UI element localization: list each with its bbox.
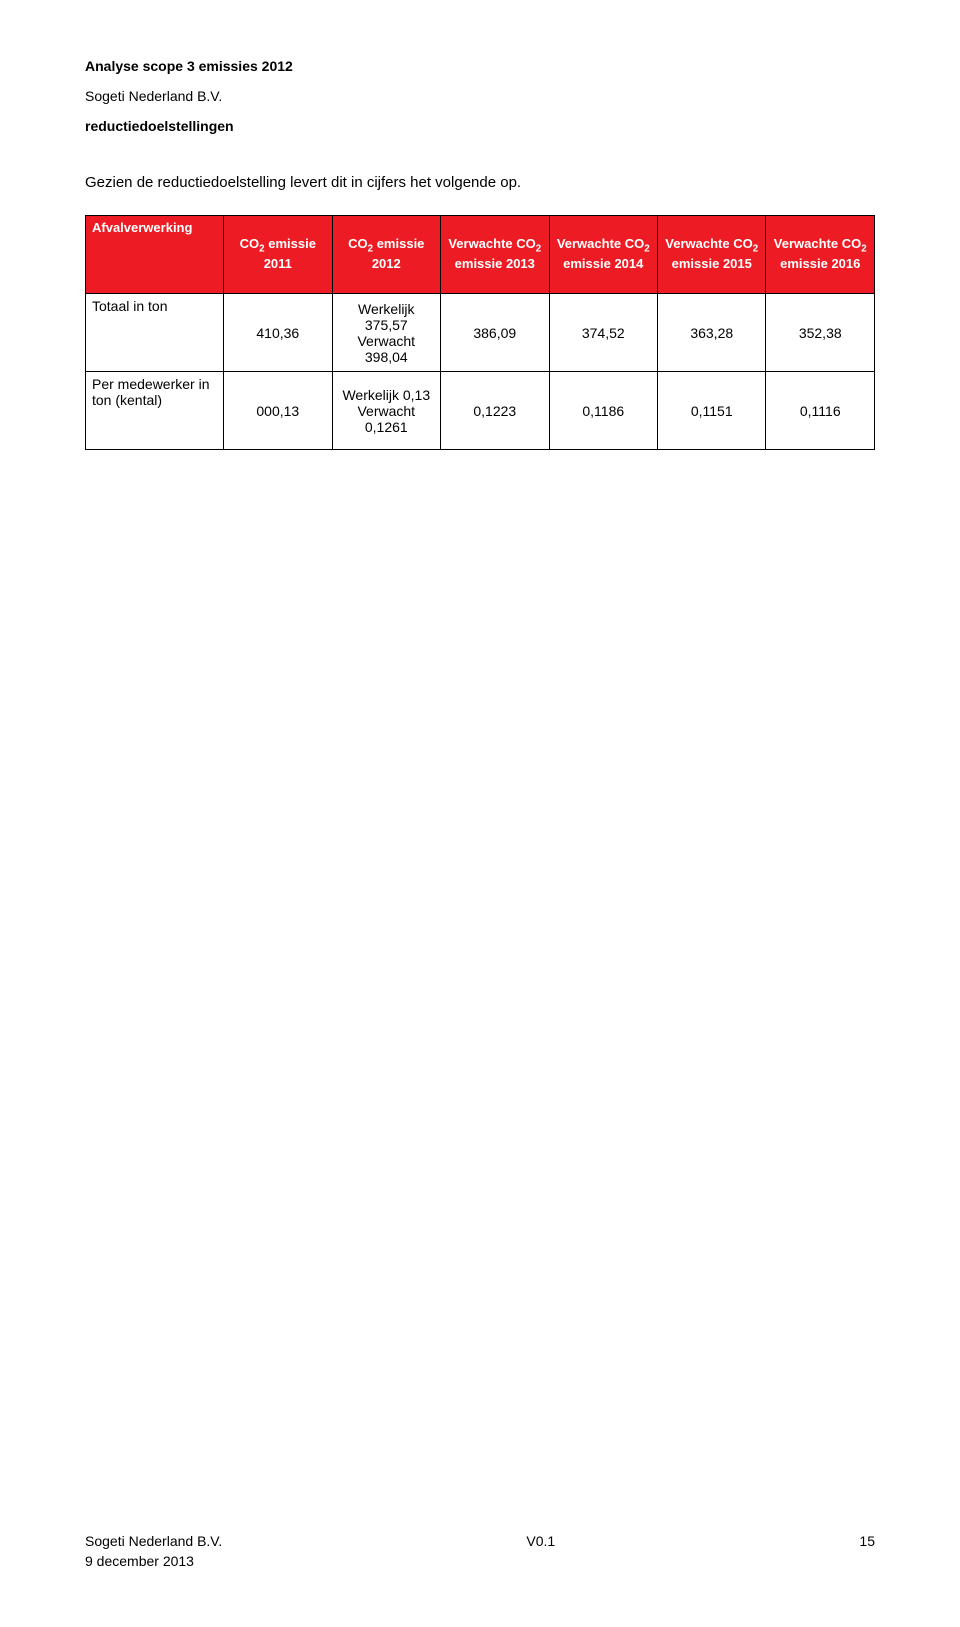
footer-left: Sogeti Nederland B.V. — [85, 1533, 222, 1549]
page-footer: Sogeti Nederland B.V. V0.1 15 9 december… — [85, 1533, 875, 1569]
cell-2014: 374,52 — [549, 294, 657, 372]
row-label: Totaal in ton — [86, 294, 224, 372]
row-label: Per medewerker in ton (kental) — [86, 372, 224, 450]
cell-2011: 000,13 — [224, 372, 332, 450]
cell-2011: 410,36 — [224, 294, 332, 372]
col-header-2014: Verwachte CO2 emissie 2014 — [549, 216, 657, 294]
cell-2016: 352,38 — [766, 294, 875, 372]
cell-2014: 0,1186 — [549, 372, 657, 450]
col-header-2011: CO2 emissie 2011 — [224, 216, 332, 294]
cell-2015: 0,1151 — [658, 372, 766, 450]
emissions-table: Afvalverwerking CO2 emissie 2011 CO2 emi… — [85, 215, 875, 450]
footer-right: 15 — [859, 1533, 875, 1549]
footer-date: 9 december 2013 — [85, 1553, 875, 1569]
cell-2016: 0,1116 — [766, 372, 875, 450]
doc-title: Analyse scope 3 emissies 2012 — [85, 58, 875, 74]
cell-2013: 386,09 — [441, 294, 549, 372]
table-row: Totaal in ton 410,36 Werkelijk 375,57 Ve… — [86, 294, 875, 372]
cell-2012: Werkelijk 0,13 Verwacht 0,1261 — [332, 372, 440, 450]
cell-2015: 363,28 — [658, 294, 766, 372]
col-header-label: Afvalverwerking — [86, 216, 224, 294]
cell-2013: 0,1223 — [441, 372, 549, 450]
cell-2012: Werkelijk 375,57 Verwacht 398,04 — [332, 294, 440, 372]
table-header-row: Afvalverwerking CO2 emissie 2011 CO2 emi… — [86, 216, 875, 294]
col-header-2013: Verwachte CO2 emissie 2013 — [441, 216, 549, 294]
col-header-2012: CO2 emissie 2012 — [332, 216, 440, 294]
col-header-2015: Verwachte CO2 emissie 2015 — [658, 216, 766, 294]
table-row: Per medewerker in ton (kental) 000,13 We… — [86, 372, 875, 450]
doc-section: reductiedoelstellingen — [85, 118, 875, 134]
doc-subtitle: Sogeti Nederland B.V. — [85, 88, 875, 104]
footer-center: V0.1 — [526, 1533, 555, 1549]
intro-text: Gezien de reductiedoelstelling levert di… — [85, 174, 875, 191]
col-header-2016: Verwachte CO2 emissie 2016 — [766, 216, 875, 294]
